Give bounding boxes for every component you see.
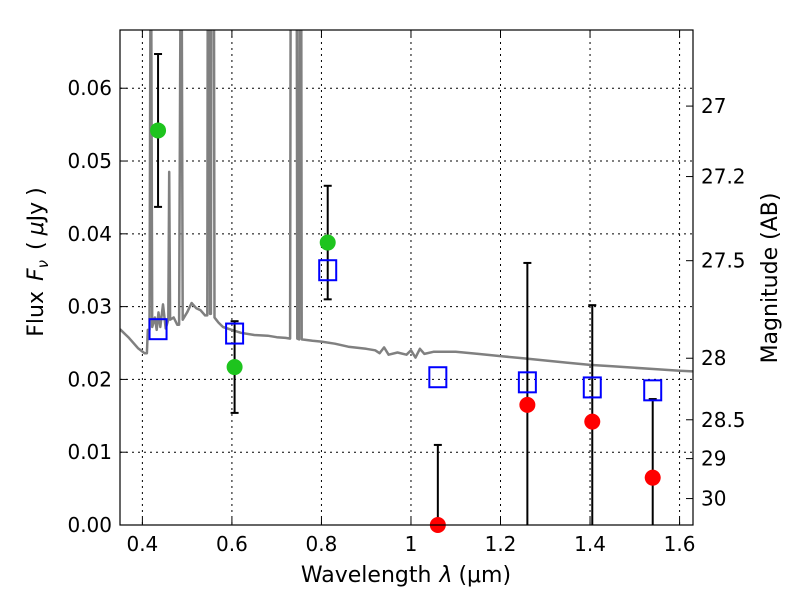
detection-marker <box>150 122 167 139</box>
mag-tick-label: 29 <box>701 447 726 471</box>
x-tick-label: 0.8 <box>306 532 338 556</box>
magnitude-axis-label: Magnitude (AB) <box>758 193 783 364</box>
y-axis-label-open: ( <box>24 241 49 250</box>
y-tick-label: 0.00 <box>67 513 112 537</box>
model-flux-marker <box>643 379 663 402</box>
y-axis-label-sub: ν <box>34 260 52 268</box>
mag-tick-label: 27.5 <box>701 249 746 273</box>
y-axis-label-unit: Jy <box>24 202 49 224</box>
y-tick-label: 0.06 <box>67 76 112 100</box>
y-axis-label-text: Flux <box>24 291 49 337</box>
model-flux-marker <box>148 318 168 341</box>
y-tick-label: 0.03 <box>67 295 112 319</box>
y-axis-label-close: ) <box>24 187 49 196</box>
model-flux-marker <box>517 371 537 394</box>
y-tick-label: 0.05 <box>67 149 112 173</box>
x-axis-label-symbol: λ <box>438 563 452 588</box>
low-flux-marker <box>584 413 601 430</box>
mag-tick-label: 28.5 <box>701 408 746 432</box>
x-axis-label-unit: (μm) <box>458 563 511 588</box>
y-axis-label-symbol: F <box>24 268 49 281</box>
mag-tick-label: 28 <box>701 346 726 370</box>
mag-tick-label: 27 <box>701 94 726 118</box>
y-axis-label: Flux Fν ( μJy) <box>24 187 52 336</box>
template-spectrum-line <box>120 30 693 373</box>
mag-tick-label: 27.2 <box>701 165 746 189</box>
y-tick-label: 0.01 <box>67 440 112 464</box>
plot-area <box>120 30 693 525</box>
x-axis-label-text: Wavelength <box>301 563 432 588</box>
model-flux-marker <box>428 366 448 389</box>
x-tick-label: 1.6 <box>664 532 696 556</box>
x-tick-label: 1.4 <box>574 532 606 556</box>
y-tick-label: 0.04 <box>67 222 112 246</box>
low-flux-marker <box>519 396 536 413</box>
data-markers <box>148 122 663 533</box>
low-flux-marker <box>644 469 661 486</box>
axis-ticks: 0.4 0.6 0.8 1 1.2 1.4 1.6 0.00 0.01 0.02 0.03 0.04 0… <box>67 30 746 556</box>
model-flux-marker <box>225 322 245 345</box>
y-tick-label: 0.02 <box>67 367 112 391</box>
grid <box>120 30 693 526</box>
x-tick-label: 0.6 <box>216 532 248 556</box>
x-tick-label: 1.2 <box>485 532 517 556</box>
plot-frame <box>119 29 694 526</box>
x-axis-label: Wavelength λ (μm) <box>301 563 511 588</box>
model-flux-marker <box>582 376 602 399</box>
detection-marker <box>226 359 243 376</box>
y-axis-label-mu: μ <box>24 221 49 236</box>
mag-tick-label: 30 <box>701 487 726 511</box>
x-tick-label: 0.4 <box>126 532 158 556</box>
x-tick-label: 1 <box>405 532 418 556</box>
model-flux-marker <box>318 259 338 282</box>
detection-marker <box>319 234 336 251</box>
template-spectrum <box>120 30 693 373</box>
